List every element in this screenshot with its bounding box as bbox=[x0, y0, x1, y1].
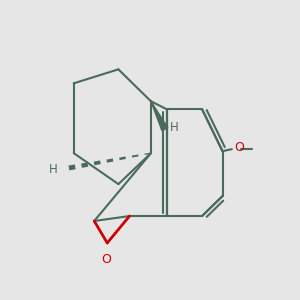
Text: O: O bbox=[234, 141, 244, 154]
Text: H: H bbox=[170, 121, 178, 134]
Polygon shape bbox=[151, 101, 168, 131]
Text: H: H bbox=[49, 163, 58, 176]
Text: O: O bbox=[101, 253, 111, 266]
